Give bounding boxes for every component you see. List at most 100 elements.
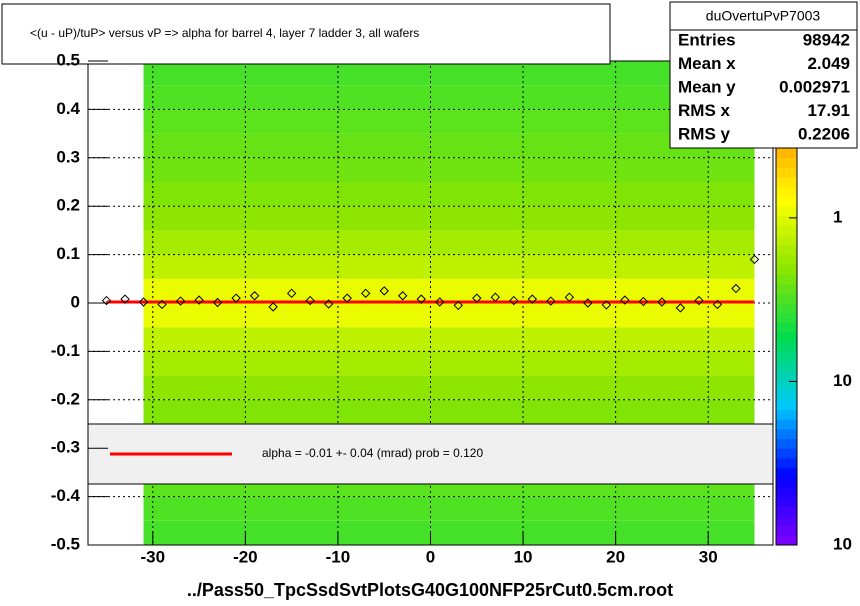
heatmap-cell	[143, 85, 755, 110]
x-tick-label: -20	[233, 547, 258, 566]
profile-point	[120, 294, 130, 304]
palette-cell	[776, 370, 797, 381]
stats-label: RMS y	[678, 124, 731, 143]
palette-cell	[776, 399, 797, 410]
y-tick-label: 0.1	[56, 244, 80, 263]
palette-cell	[776, 148, 797, 159]
palette-cell	[776, 380, 797, 391]
heatmap-cell	[143, 327, 755, 352]
heatmap-cell	[143, 496, 755, 521]
stats-value: 0.002971	[779, 77, 850, 96]
profile-point	[509, 295, 519, 306]
palette-cell	[776, 157, 797, 168]
palette-cell	[776, 361, 797, 372]
palette-cell	[776, 312, 797, 323]
y-tick-label: -0.3	[51, 438, 80, 457]
y-tick-label: 0.2	[56, 196, 80, 215]
heatmap-cell	[143, 375, 755, 400]
profile-point	[583, 298, 593, 308]
y-tick-label: 0.5	[56, 50, 80, 69]
stats-value: 98942	[803, 30, 850, 49]
stats-name: duOvertuPvP7003	[706, 8, 821, 24]
palette-cell	[776, 177, 797, 188]
y-tick-label: -0.2	[51, 389, 80, 408]
profile-point	[138, 297, 149, 307]
heatmap-cell	[143, 133, 755, 158]
x-tick-label: -30	[141, 547, 166, 566]
profile-point	[490, 292, 501, 302]
palette-cell	[776, 303, 797, 314]
stats-value: 17.91	[807, 101, 850, 120]
palette-cell	[776, 419, 797, 430]
palette-cell	[776, 206, 797, 217]
profile-point	[101, 295, 112, 306]
x-tick-label: 30	[699, 547, 718, 566]
stats-value: 0.2206	[798, 124, 850, 143]
profile-point	[453, 300, 463, 311]
y-tick-label: 0.4	[56, 99, 80, 118]
palette-cell	[776, 196, 797, 207]
stats-label: Mean y	[678, 77, 736, 96]
profile-point	[268, 302, 278, 312]
palette-cell	[776, 525, 797, 536]
profile-point	[360, 288, 371, 299]
profile-point	[212, 297, 223, 308]
stats-value: 2.049	[807, 54, 850, 73]
palette-cell	[776, 186, 797, 198]
z-tick-label: 10	[833, 371, 852, 390]
profile-point	[323, 299, 334, 309]
heatmap-cell	[143, 206, 755, 231]
profile-point	[546, 296, 556, 306]
palette-cell	[776, 351, 797, 362]
palette-cell	[776, 467, 797, 478]
profile-point	[527, 294, 538, 304]
z-tick-label: 1	[833, 207, 842, 226]
palette-cell	[776, 225, 797, 236]
palette-cell	[776, 496, 797, 507]
profile-point	[379, 286, 389, 296]
heatmap-cell	[143, 254, 755, 279]
heatmap-cell	[143, 303, 755, 328]
profile-point	[435, 297, 445, 307]
x-tick-label: 20	[606, 547, 625, 566]
heatmap-cell	[143, 230, 755, 255]
palette-cell	[776, 515, 797, 527]
heatmap-cell	[143, 182, 755, 207]
profile-point	[305, 295, 315, 306]
palette-cell	[776, 390, 797, 401]
profile-point	[472, 293, 482, 303]
profile-point	[712, 299, 723, 310]
profile-point	[342, 293, 352, 303]
palette-cell	[776, 448, 797, 459]
palette-cell	[776, 409, 797, 420]
x-axis-label: ../Pass50_TpcSsdSvtPlotsG40G100NFP25rCut…	[187, 580, 673, 600]
profile-point	[157, 299, 167, 310]
profile-point	[286, 288, 297, 299]
profile-point	[194, 295, 204, 305]
profile-point	[416, 294, 426, 304]
stats-label: Entries	[678, 30, 736, 49]
y-tick-label: -0.5	[51, 534, 80, 553]
palette-cell	[776, 167, 797, 178]
stats-box	[669, 1, 858, 149]
legend-text: alpha = -0.01 +- 0.04 (mrad) prob = 0.12…	[262, 446, 483, 460]
palette-cell	[776, 254, 797, 265]
heatmap-cell	[143, 61, 755, 86]
x-tick-label: 10	[514, 547, 533, 566]
profile-point	[731, 283, 741, 294]
profile-point	[749, 254, 760, 265]
profile-point	[175, 296, 186, 306]
x-tick-label: -10	[326, 547, 351, 566]
y-tick-label: 0.3	[56, 147, 80, 166]
chart-title: <(u - uP)/tuP> versus vP => alpha for ba…	[30, 26, 419, 40]
profile-point	[638, 296, 649, 307]
palette-cell	[776, 477, 797, 488]
profile-point	[620, 295, 630, 305]
title-box	[1, 3, 611, 65]
profile-point	[231, 293, 241, 303]
palette-cell	[776, 438, 797, 449]
palette-cell	[776, 332, 797, 343]
palette-cell	[776, 535, 797, 546]
palette-cell	[776, 486, 797, 498]
z-tick-label: 10	[833, 534, 852, 553]
